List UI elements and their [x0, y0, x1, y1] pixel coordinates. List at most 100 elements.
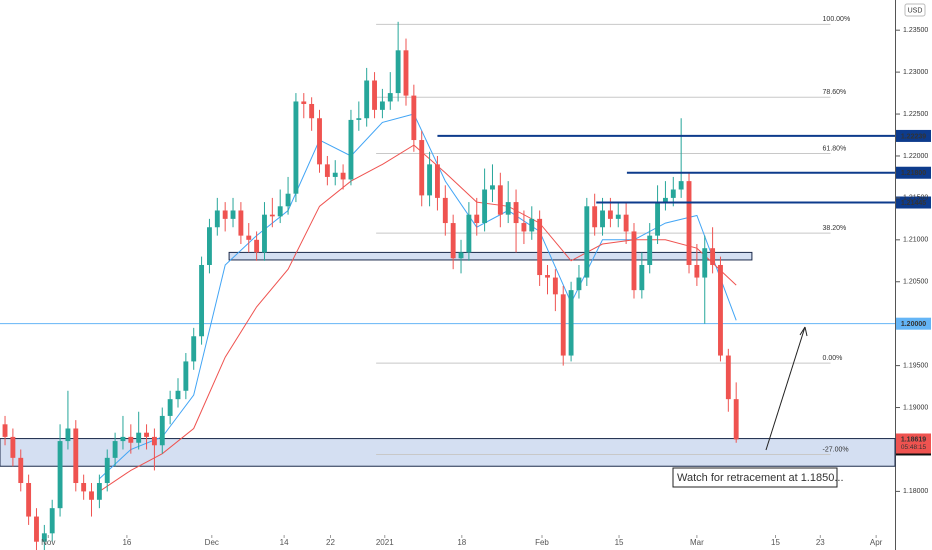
candle-body	[65, 428, 71, 442]
fib-label: 0.00%	[823, 355, 843, 362]
candle-body	[81, 483, 87, 492]
arrow-head	[799, 326, 808, 337]
candle-body	[537, 218, 543, 276]
candle-body	[175, 390, 181, 400]
candle-body	[592, 206, 598, 228]
candle-body	[348, 119, 354, 180]
candle-body	[89, 491, 94, 500]
candle-body	[631, 231, 637, 291]
y-tick-label: 1.22500	[903, 111, 928, 118]
fib-label: 78.60%	[823, 89, 847, 96]
candle-body	[167, 399, 173, 416]
candle-body	[293, 101, 299, 194]
x-tick-label: Dec	[205, 538, 219, 547]
candle-body	[710, 248, 716, 265]
candle-body	[434, 164, 440, 198]
annotation-box	[672, 467, 838, 488]
x-tick-label: 15	[771, 538, 780, 547]
candle-body	[411, 95, 417, 141]
candle-body	[560, 294, 566, 356]
candle-body	[332, 172, 338, 177]
candle-body	[262, 214, 267, 253]
candle-body	[529, 218, 535, 232]
candle-body	[600, 210, 605, 228]
candle-body	[73, 428, 79, 484]
price-label-box	[896, 129, 931, 142]
candle-body	[372, 80, 377, 110]
candle-body	[230, 210, 236, 219]
candle-body	[324, 164, 330, 177]
candle-body	[450, 223, 456, 259]
price-label: 1.21445	[901, 200, 926, 207]
price-label-box	[896, 196, 931, 209]
last-price: 1.18619	[901, 436, 926, 443]
candle-body	[246, 235, 252, 240]
candle-body	[513, 202, 519, 224]
x-tick-label: Nov	[41, 538, 55, 547]
candle-body	[309, 103, 315, 119]
countdown: 05:48:15	[901, 444, 927, 451]
y-tick-label: 1.23000	[903, 69, 928, 76]
candle-body	[96, 483, 102, 500]
candle-body	[678, 181, 684, 190]
x-tick-label: 15	[615, 538, 624, 547]
x-tick-label: 16	[122, 538, 131, 547]
y-tick-label: 1.21000	[903, 237, 928, 244]
last-price-box	[896, 433, 931, 454]
candle-body	[639, 264, 645, 291]
x-tick-label: 23	[816, 538, 825, 547]
y-tick-label: 1.19500	[903, 362, 928, 369]
x-tick-label: 18	[457, 538, 466, 547]
candle-body	[521, 223, 527, 232]
candle-body	[419, 140, 425, 196]
candle-body	[144, 432, 149, 437]
candle-body	[647, 235, 653, 265]
candle-body	[191, 336, 197, 362]
x-tick-label: 2021	[376, 538, 394, 547]
candle-body	[10, 436, 16, 458]
candle-body	[277, 206, 283, 217]
candle-body	[490, 185, 495, 190]
y-tick-label: 1.19000	[903, 404, 928, 411]
candle-body	[623, 214, 629, 232]
zone	[228, 251, 753, 261]
candle-body	[545, 275, 550, 278]
candle-body	[49, 508, 55, 534]
y-tick-label: 1.22000	[903, 153, 928, 160]
candle-body	[34, 516, 39, 542]
candle-body	[269, 214, 275, 217]
candle-body	[317, 118, 322, 165]
candle-body	[199, 264, 205, 337]
candle-body	[466, 214, 472, 253]
candle-body	[497, 185, 503, 215]
candle-body	[403, 50, 409, 96]
candle-body	[222, 210, 228, 219]
candle-body	[26, 483, 32, 517]
candle-body	[482, 189, 488, 224]
candle-body	[57, 441, 63, 509]
arrow	[765, 326, 806, 451]
candle-body	[136, 432, 142, 443]
y-tick-label: 1.23500	[903, 27, 928, 34]
candle-body	[207, 227, 212, 265]
candle-body	[128, 436, 134, 443]
currency-box	[904, 3, 926, 17]
x-tick-label: Feb	[535, 538, 549, 547]
candle-body	[41, 533, 47, 542]
fib-label: -27.00%	[823, 446, 849, 453]
candle-body	[655, 202, 661, 236]
x-tick-label: 14	[280, 538, 289, 547]
candle-body	[356, 118, 362, 120]
fib-label: 38.20%	[823, 225, 847, 232]
candle-body	[120, 436, 126, 442]
fib-label: 100.00%	[823, 16, 851, 23]
candle-body	[686, 181, 692, 265]
candle-body	[607, 210, 613, 219]
candle-body	[427, 164, 433, 196]
currency: USD	[908, 7, 923, 14]
candle-body	[151, 436, 157, 446]
candle-body	[576, 277, 582, 291]
candle-body	[214, 210, 220, 228]
candle-body	[670, 189, 676, 198]
